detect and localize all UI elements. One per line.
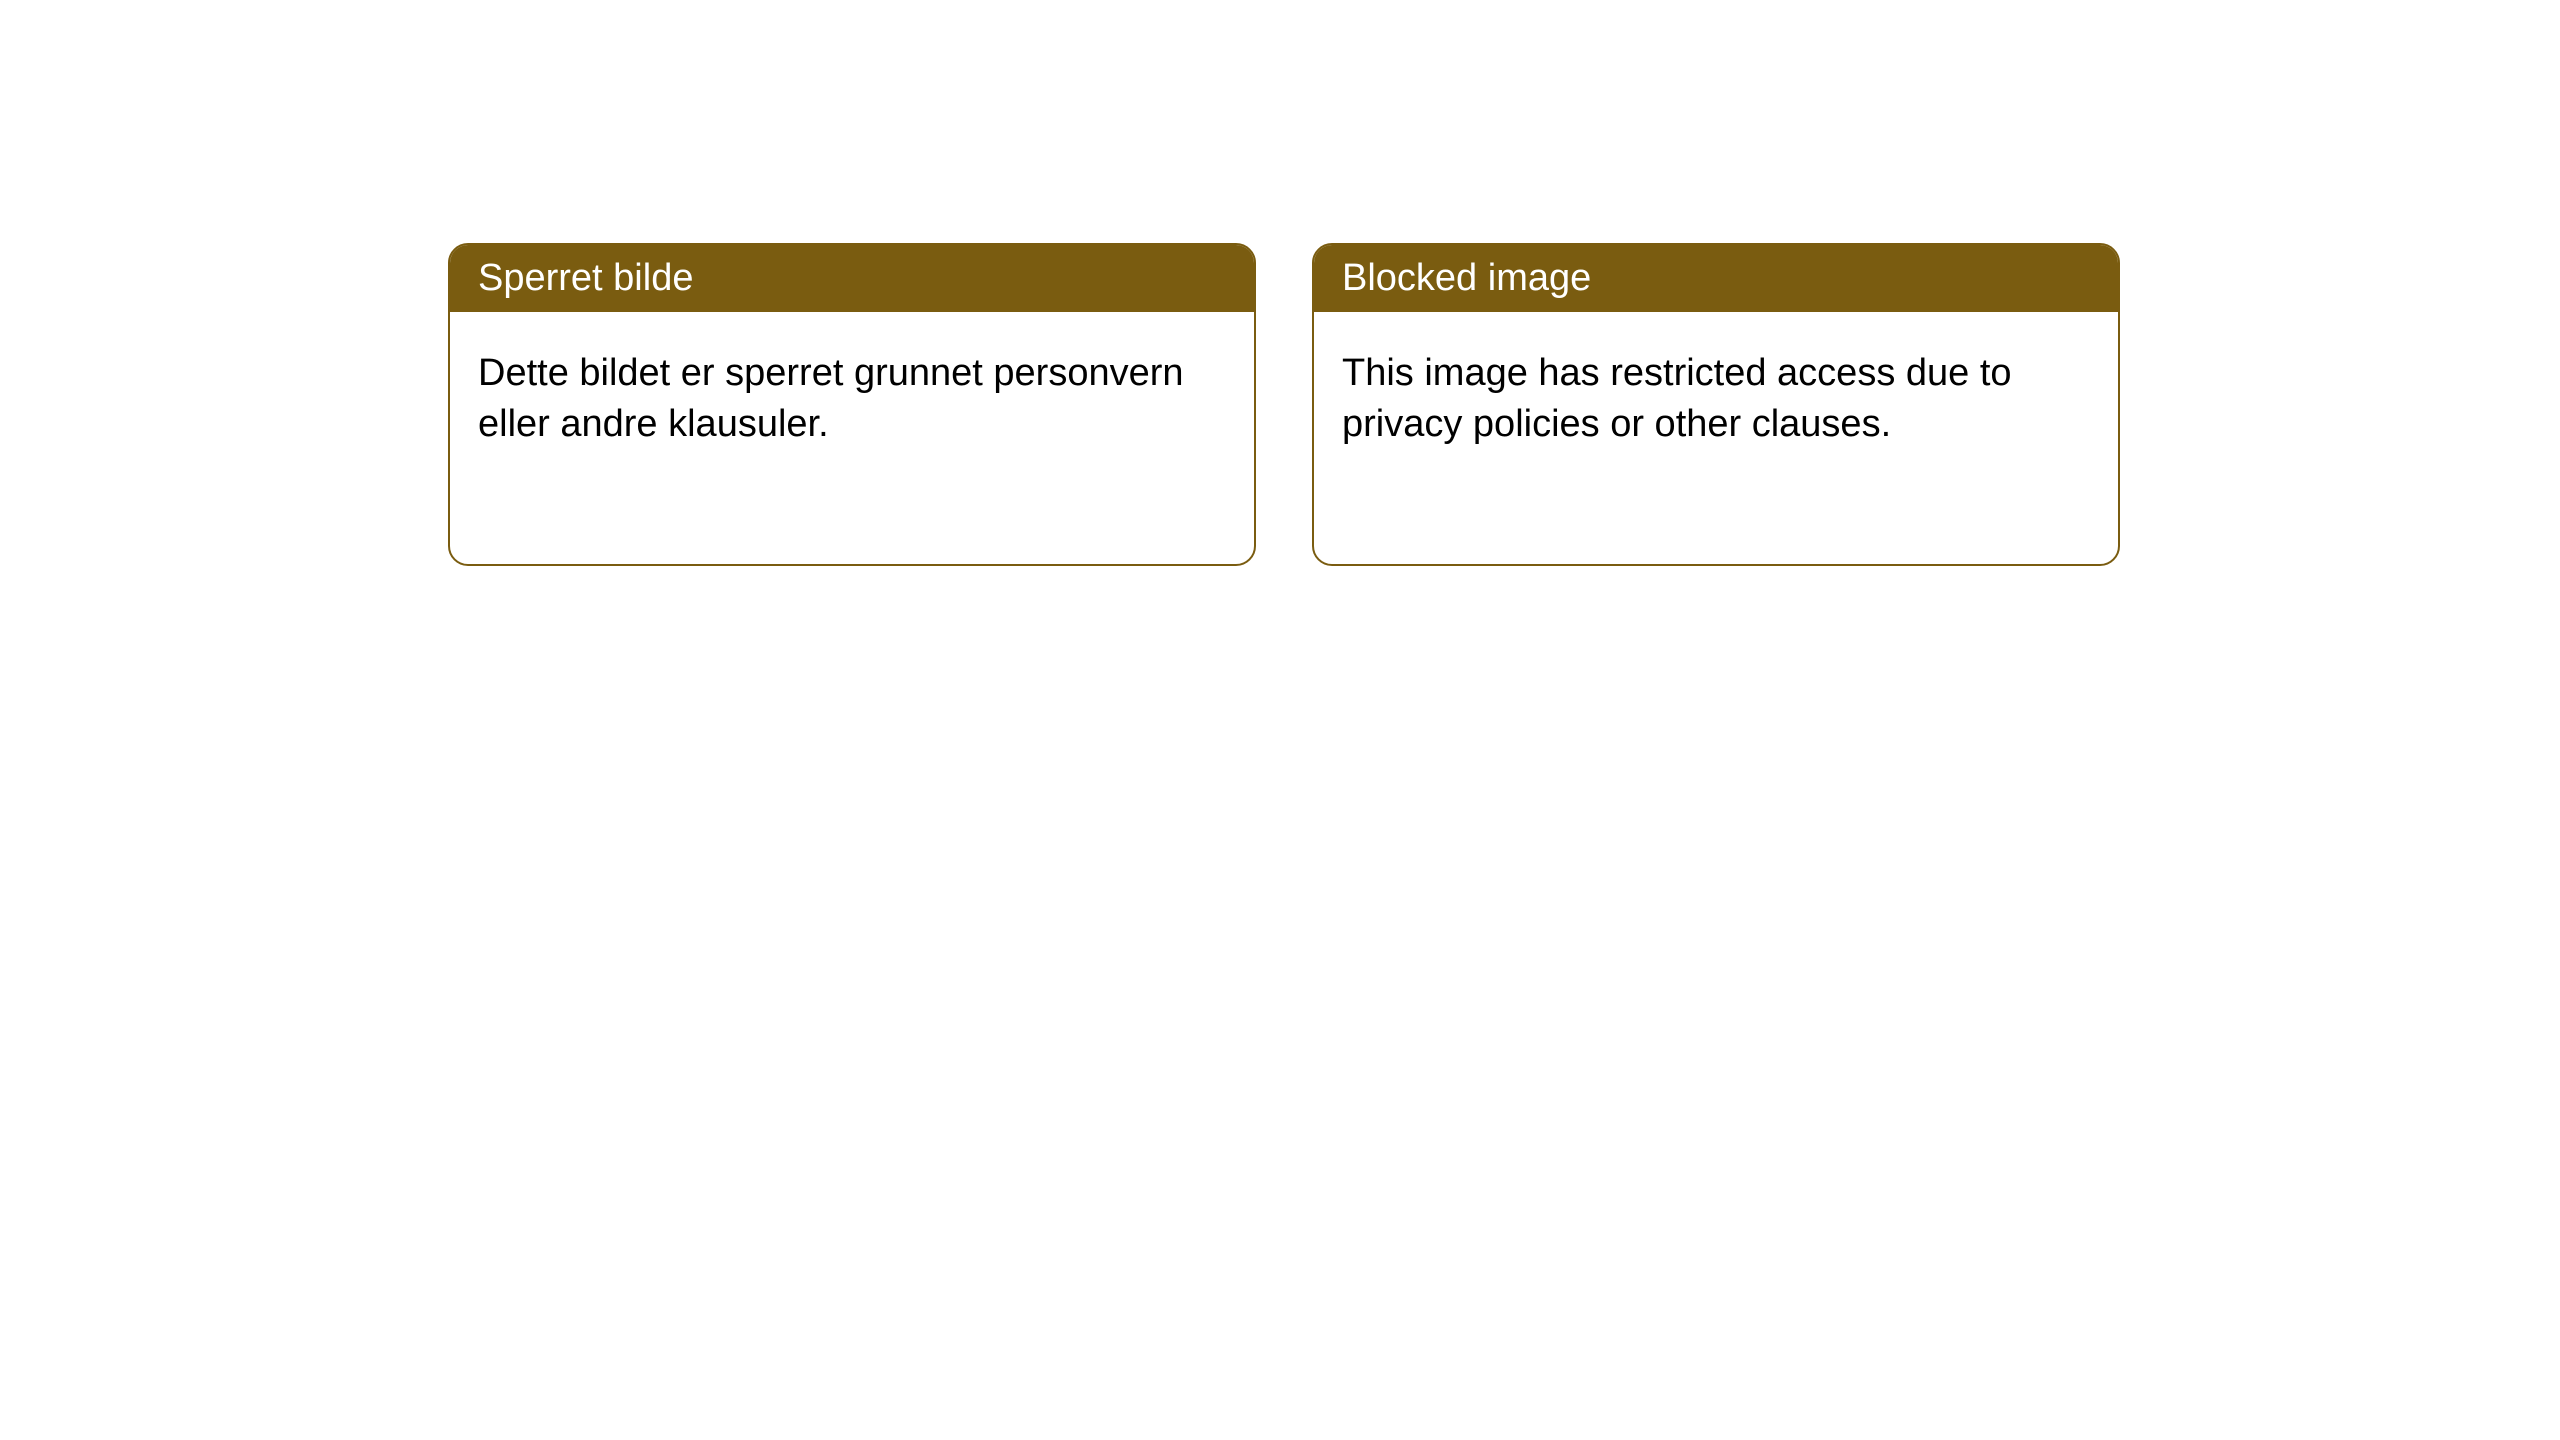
notice-title: Blocked image xyxy=(1342,257,1591,299)
notice-text: Dette bildet er sperret grunnet personve… xyxy=(478,352,1184,445)
notice-card-norwegian: Sperret bilde Dette bildet er sperret gr… xyxy=(448,243,1256,566)
notice-body-norwegian: Dette bildet er sperret grunnet personve… xyxy=(450,312,1254,564)
notice-card-english: Blocked image This image has restricted … xyxy=(1312,243,2120,566)
notice-body-english: This image has restricted access due to … xyxy=(1314,312,2118,564)
notice-header-english: Blocked image xyxy=(1314,245,2118,312)
notice-title: Sperret bilde xyxy=(478,257,693,299)
notice-container: Sperret bilde Dette bildet er sperret gr… xyxy=(448,243,2120,566)
notice-header-norwegian: Sperret bilde xyxy=(450,245,1254,312)
notice-text: This image has restricted access due to … xyxy=(1342,352,2012,445)
